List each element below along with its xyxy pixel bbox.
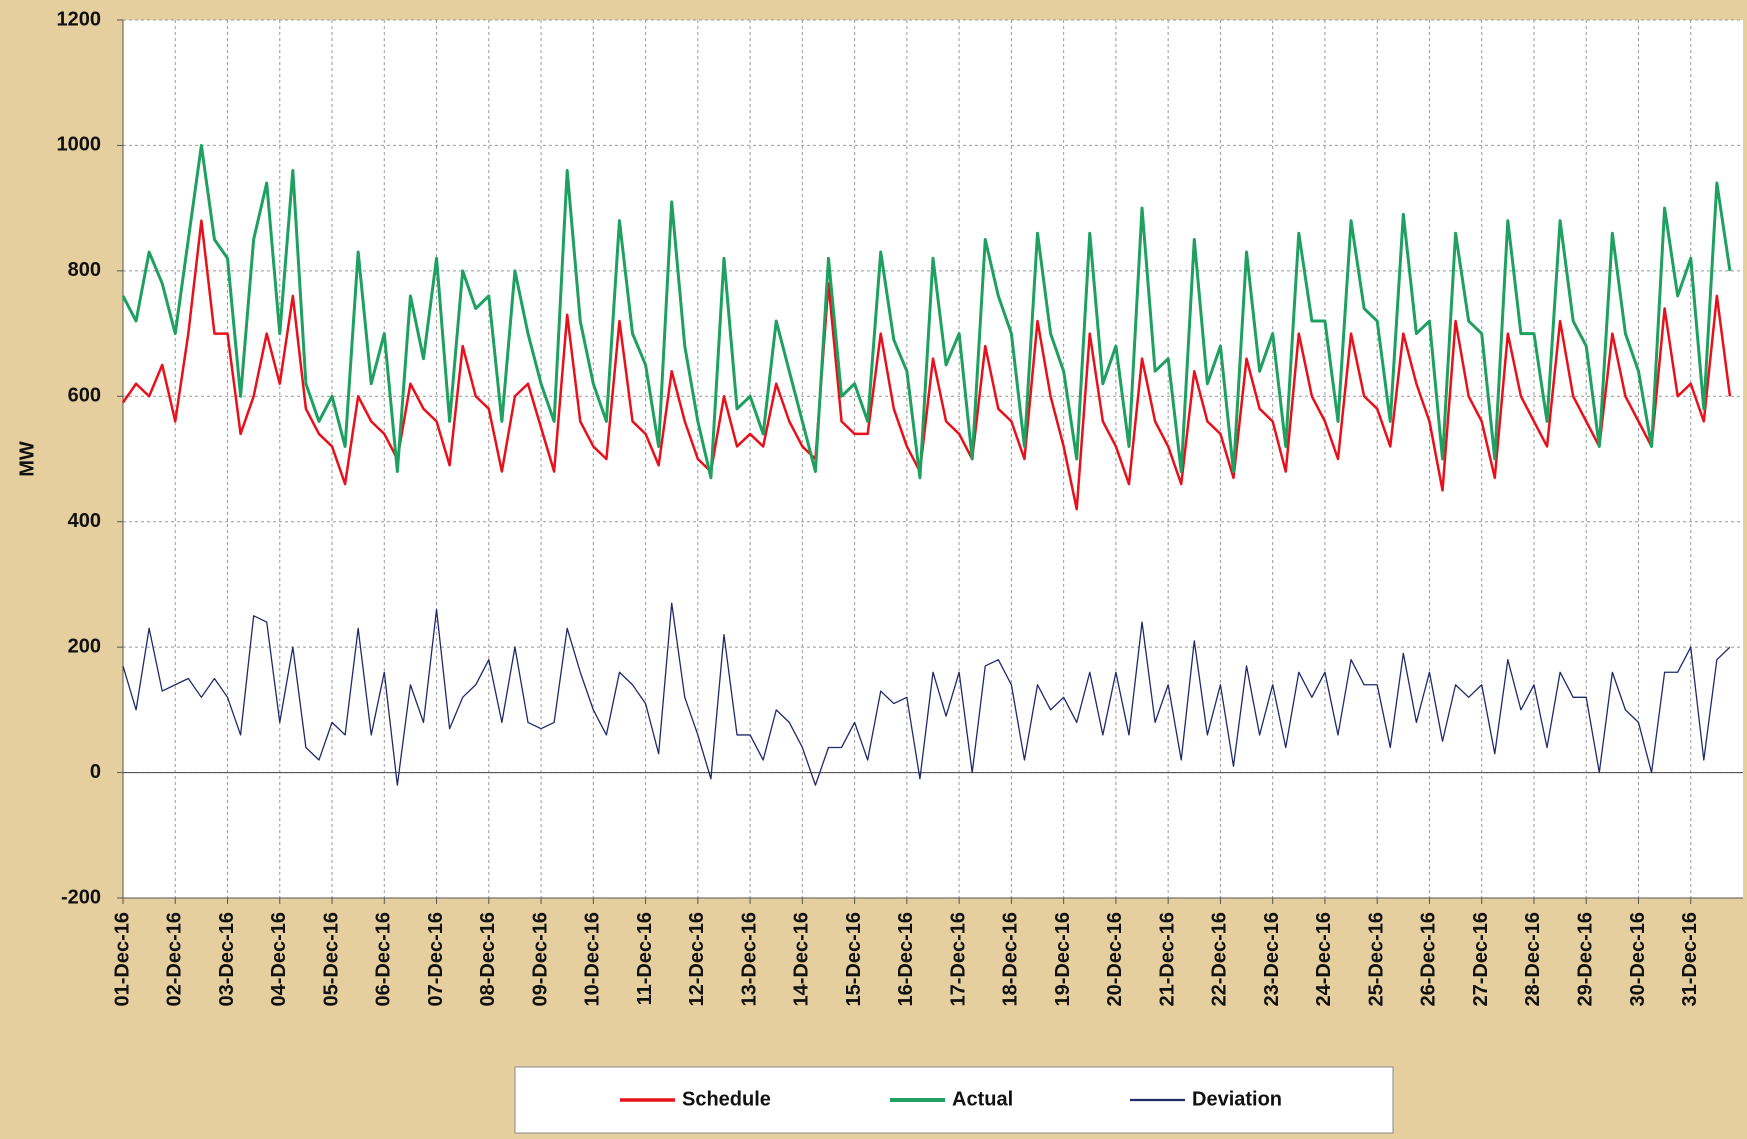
x-tick-label: 23-Dec-16 (1261, 912, 1283, 1007)
x-tick-label: 27-Dec-16 (1470, 912, 1492, 1007)
x-tick-label: 29-Dec-16 (1575, 912, 1597, 1007)
y-tick-label: 1200 (57, 8, 102, 30)
x-tick-label: 24-Dec-16 (1313, 912, 1335, 1007)
x-tick-label: 09-Dec-16 (529, 912, 551, 1007)
x-tick-label: 08-Dec-16 (477, 912, 499, 1007)
x-tick-label: 25-Dec-16 (1365, 912, 1387, 1007)
y-tick-label: 1000 (57, 134, 102, 156)
legend-label: Actual (952, 1088, 1013, 1110)
y-axis-label: MW (16, 441, 38, 477)
x-tick-label: 28-Dec-16 (1522, 912, 1544, 1007)
x-tick-label: 22-Dec-16 (1209, 912, 1231, 1007)
x-tick-label: 14-Dec-16 (791, 912, 813, 1007)
x-tick-label: 10-Dec-16 (582, 912, 604, 1007)
y-tick-label: 600 (68, 385, 101, 407)
x-tick-label: 26-Dec-16 (1418, 912, 1440, 1007)
x-tick-label: 05-Dec-16 (320, 912, 342, 1007)
x-tick-label: 04-Dec-16 (268, 912, 290, 1007)
x-tick-label: 30-Dec-16 (1627, 912, 1649, 1007)
legend-label: Deviation (1192, 1088, 1282, 1110)
x-tick-label: 18-Dec-16 (1000, 912, 1022, 1007)
x-tick-label: 02-Dec-16 (164, 912, 186, 1007)
legend-label: Schedule (682, 1088, 771, 1110)
series-line (121, 219, 1732, 511)
x-tick-label: 20-Dec-16 (1104, 912, 1126, 1007)
x-tick-label: 12-Dec-16 (686, 912, 708, 1007)
x-tick-label: 31-Dec-16 (1679, 912, 1701, 1007)
series-line (122, 602, 1731, 786)
x-tick-label: 16-Dec-16 (895, 912, 917, 1007)
y-tick-label: 200 (68, 635, 101, 657)
x-tick-label: 01-Dec-16 (111, 912, 133, 1007)
y-tick-label: 0 (90, 761, 101, 783)
x-tick-label: 06-Dec-16 (373, 912, 395, 1007)
plot-area (123, 20, 1743, 898)
x-tick-label: 19-Dec-16 (1052, 912, 1074, 1007)
x-tick-label: 07-Dec-16 (425, 912, 447, 1007)
y-tick-label: -200 (61, 886, 101, 908)
x-tick-label: 17-Dec-16 (947, 912, 969, 1007)
x-tick-label: 13-Dec-16 (738, 912, 760, 1007)
x-tick-label: 11-Dec-16 (634, 912, 656, 1005)
x-tick-label: 21-Dec-16 (1156, 912, 1178, 1007)
y-tick-label: 800 (68, 259, 101, 281)
x-tick-label: 15-Dec-16 (843, 912, 865, 1007)
series-line (121, 143, 1732, 480)
x-tick-label: 03-Dec-16 (216, 912, 238, 1007)
y-tick-label: 400 (68, 510, 101, 532)
